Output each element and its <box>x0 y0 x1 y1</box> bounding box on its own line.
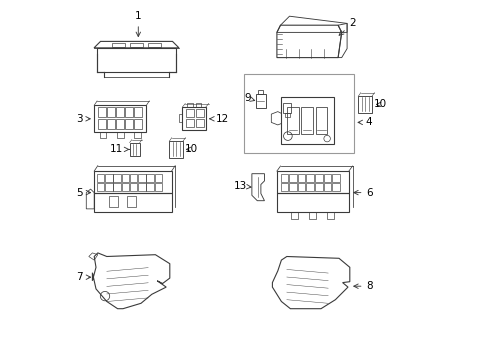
Bar <box>134 107 142 117</box>
Bar <box>97 183 104 191</box>
Text: 13: 13 <box>233 181 250 191</box>
Bar <box>97 174 104 182</box>
Bar <box>169 141 183 158</box>
Text: 8: 8 <box>353 281 372 291</box>
Bar <box>130 183 137 191</box>
Text: 3: 3 <box>76 114 90 124</box>
Bar <box>138 174 145 182</box>
Bar <box>332 174 339 182</box>
Bar <box>276 171 348 193</box>
Bar <box>255 94 265 108</box>
Bar <box>105 174 112 182</box>
Bar <box>315 107 327 134</box>
Bar <box>297 174 305 182</box>
Text: 4: 4 <box>357 117 371 127</box>
Text: 10: 10 <box>373 99 386 109</box>
Bar <box>244 74 354 153</box>
Bar <box>134 118 142 129</box>
Bar <box>122 183 129 191</box>
Bar <box>100 132 106 138</box>
Bar <box>283 103 290 113</box>
Text: 12: 12 <box>209 114 229 124</box>
Text: 10: 10 <box>184 144 198 154</box>
Bar <box>106 118 115 129</box>
Bar <box>306 183 313 191</box>
Bar <box>116 118 123 129</box>
Bar <box>104 72 168 77</box>
Bar <box>98 118 105 129</box>
Bar <box>98 107 105 117</box>
Text: 1: 1 <box>135 11 142 36</box>
Bar <box>186 103 192 107</box>
Bar <box>154 183 162 191</box>
Bar <box>280 183 287 191</box>
Bar <box>195 103 201 107</box>
Bar <box>358 96 371 112</box>
Bar <box>154 174 162 182</box>
Text: 11: 11 <box>110 144 129 154</box>
Bar <box>195 109 203 117</box>
Bar <box>286 107 298 134</box>
Bar <box>117 132 123 138</box>
Bar <box>332 183 339 191</box>
Bar <box>258 90 263 94</box>
Bar <box>284 113 289 117</box>
Bar <box>185 119 194 127</box>
Bar <box>309 212 316 219</box>
Bar <box>94 105 146 132</box>
Bar <box>288 183 296 191</box>
Bar <box>130 43 142 47</box>
Bar <box>122 174 129 182</box>
Bar <box>124 118 132 129</box>
Bar <box>297 183 305 191</box>
Bar <box>129 143 140 156</box>
Text: 7: 7 <box>76 272 90 282</box>
Bar <box>148 43 161 47</box>
Text: 5: 5 <box>76 188 90 198</box>
Bar <box>301 107 312 134</box>
Bar <box>306 174 313 182</box>
Bar <box>130 174 137 182</box>
Bar <box>323 183 330 191</box>
Bar <box>106 107 115 117</box>
Bar <box>182 107 205 130</box>
Bar <box>179 114 182 122</box>
Bar <box>314 183 322 191</box>
Bar <box>124 107 132 117</box>
Bar <box>323 174 330 182</box>
Bar <box>195 119 203 127</box>
Text: 9: 9 <box>244 93 254 103</box>
Bar <box>94 171 171 193</box>
Bar <box>134 132 141 138</box>
Bar <box>185 109 194 117</box>
Bar <box>113 174 121 182</box>
Bar <box>146 183 154 191</box>
Bar <box>138 183 145 191</box>
Bar <box>288 174 296 182</box>
Bar <box>94 193 171 212</box>
Bar <box>291 212 298 219</box>
Bar <box>276 193 348 212</box>
Bar <box>281 97 333 144</box>
Bar <box>105 183 112 191</box>
Bar <box>314 174 322 182</box>
Bar <box>113 183 121 191</box>
Text: 2: 2 <box>339 18 355 35</box>
Bar <box>326 212 334 219</box>
Bar <box>280 174 287 182</box>
Bar <box>146 174 154 182</box>
Text: 6: 6 <box>353 188 372 198</box>
Bar <box>116 107 123 117</box>
Bar <box>112 43 125 47</box>
